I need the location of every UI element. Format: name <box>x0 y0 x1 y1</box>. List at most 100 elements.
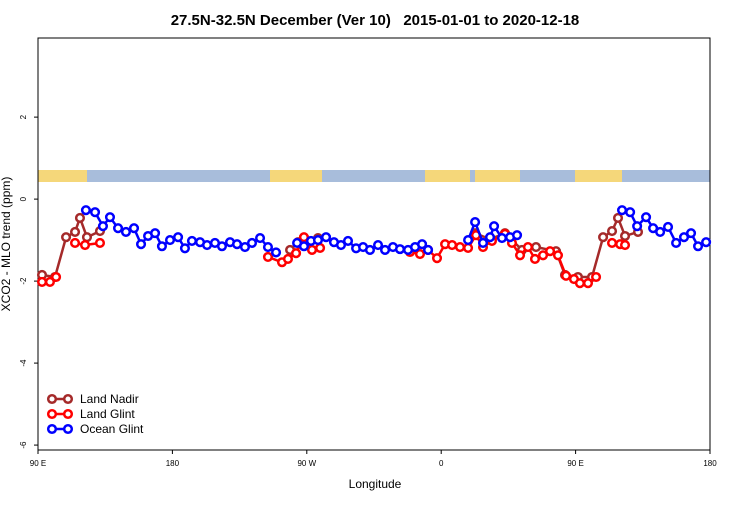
data-point <box>321 232 332 243</box>
data-point <box>619 230 631 242</box>
land-strip <box>475 170 520 182</box>
data-point <box>529 253 541 265</box>
data-point <box>662 221 674 233</box>
data-point <box>582 278 594 289</box>
data-point <box>655 226 666 237</box>
data-point <box>616 205 628 216</box>
data-point <box>447 239 458 251</box>
data-point <box>216 241 228 252</box>
surface-strip <box>38 170 710 182</box>
legend-swatch-marker <box>46 408 58 420</box>
data-point <box>335 239 347 251</box>
ocean-strip <box>38 170 710 182</box>
data-point <box>186 235 198 246</box>
data-point <box>574 278 585 289</box>
data-point <box>262 251 274 262</box>
data-point <box>74 212 86 224</box>
data-point <box>112 223 124 234</box>
data-point <box>678 232 690 243</box>
data-point <box>489 221 500 232</box>
data-point <box>61 232 72 243</box>
legend-swatch-marker <box>62 393 74 405</box>
data-point <box>298 241 310 252</box>
data-point <box>80 205 91 216</box>
x-tick-label: 90 E <box>30 459 46 468</box>
data-point <box>606 226 618 237</box>
data-point <box>232 239 243 250</box>
data-point <box>496 233 508 244</box>
data-point <box>262 242 274 253</box>
data-point <box>364 244 376 255</box>
data-point <box>44 276 55 287</box>
legend-swatch-marker <box>62 423 74 435</box>
legend-label: Land Glint <box>80 407 135 421</box>
data-point <box>417 239 428 250</box>
data-point <box>120 226 132 237</box>
data-point <box>201 239 213 251</box>
data-point <box>463 235 474 246</box>
data-point <box>104 212 116 223</box>
x-tick-label: 180 <box>166 459 180 468</box>
land-strip <box>270 170 322 182</box>
data-point <box>693 241 704 252</box>
data-point <box>173 232 184 243</box>
data-point <box>414 248 426 260</box>
data-point <box>89 207 101 218</box>
legend-swatch-marker <box>46 393 58 405</box>
y-tick-label: 2 <box>19 114 28 119</box>
data-point <box>537 250 549 261</box>
data-point <box>545 246 556 257</box>
data-point <box>431 253 443 264</box>
legend-swatch-marker <box>46 423 58 435</box>
data-point <box>552 250 564 261</box>
data-point <box>282 253 294 265</box>
y-tick-label: 0 <box>19 196 28 201</box>
y-tick-label: -2 <box>19 277 28 285</box>
data-point <box>380 244 391 255</box>
data-point <box>312 235 324 246</box>
data-point <box>606 237 618 249</box>
x-tick-label: 180 <box>703 459 717 468</box>
data-point <box>671 237 682 249</box>
data-point <box>97 221 109 232</box>
y-axis-label: XCO2 - MLO trend (ppm) <box>0 177 13 312</box>
data-point <box>463 242 474 253</box>
legend-label: Ocean Glint <box>80 422 144 436</box>
data-point <box>81 232 93 243</box>
data-point <box>619 239 631 251</box>
data-point <box>514 250 526 261</box>
legend-swatch-marker <box>62 408 74 420</box>
data-point <box>342 235 354 246</box>
data-point <box>51 271 62 283</box>
x-tick-label: 0 <box>439 459 444 468</box>
data-point <box>135 239 147 250</box>
data-point <box>591 271 602 283</box>
x-axis-label: Longitude <box>349 477 402 491</box>
data-point <box>641 212 652 223</box>
data-point <box>685 228 697 239</box>
data-point <box>512 230 523 241</box>
data-point <box>454 242 466 253</box>
data-point <box>128 223 140 234</box>
land-strip <box>38 170 87 182</box>
data-point <box>372 239 384 251</box>
chart-title: 27.5N-32.5N December (Ver 10) 2015-01-01… <box>171 12 580 29</box>
data-point <box>394 244 406 255</box>
data-point <box>530 242 542 253</box>
data-point <box>522 242 534 253</box>
data-point <box>470 217 481 228</box>
x-tick-label: 90 W <box>297 459 316 468</box>
data-point <box>315 242 326 253</box>
data-point <box>156 241 167 252</box>
x-tick-label: 90 E <box>567 459 583 468</box>
data-point <box>69 237 81 249</box>
data-point <box>246 237 258 249</box>
data-point <box>79 239 91 251</box>
data-point <box>150 228 161 239</box>
y-tick-label: -6 <box>19 441 28 449</box>
data-point <box>423 244 434 255</box>
data-point <box>164 235 176 246</box>
data-point <box>270 247 282 258</box>
data-point <box>598 232 609 243</box>
